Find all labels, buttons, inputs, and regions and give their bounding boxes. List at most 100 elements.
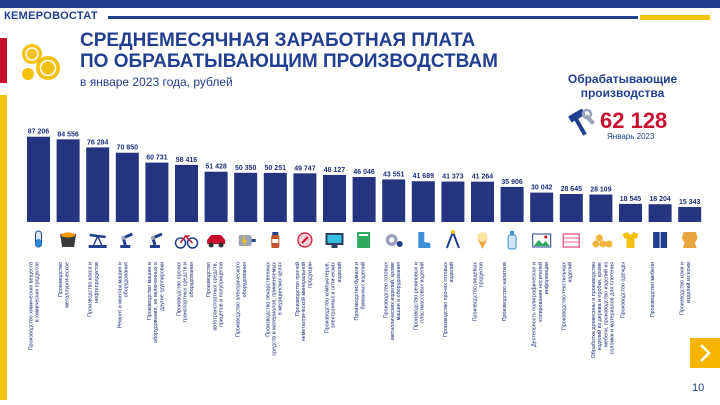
bar (382, 179, 406, 222)
category-label-line: Производство мебели (650, 262, 656, 317)
category-label-line: оборудования (242, 262, 248, 297)
category-label-line: в медицинских целях (278, 262, 284, 315)
category-label-line: металлургическое (64, 262, 70, 308)
category-label-line: изделий (448, 262, 455, 283)
category-label: Производство машин и оборудования, не вкл… (147, 262, 165, 343)
category-label-line: Производство лекарственных (265, 262, 271, 337)
category-label-line: металлических изделий, кроме (389, 262, 396, 340)
category-label: Производство прочих готовых изделий (443, 262, 455, 337)
category-label-line: Производство резиновых и (413, 262, 419, 330)
bar (619, 203, 642, 222)
category-label: Обработка древесины и производство издели… (591, 261, 616, 358)
category-label-line: Ремонт и монтаж машин и (117, 262, 123, 328)
value-label: 51 428 (205, 164, 227, 171)
category-label-line: оборудования (189, 262, 195, 297)
value-label: 50 350 (235, 165, 257, 172)
page-title: СРЕДНЕМЕСЯЧНАЯ ЗАРАБОТНАЯ ПЛАТА ПО ОБРАБ… (80, 30, 540, 72)
category-label-line: Производство (206, 262, 212, 297)
kpi-label-line-1: Обрабатывающие (567, 72, 678, 86)
steel-ladle-icon (60, 232, 77, 247)
value-label: 41 264 (472, 174, 494, 181)
hammer-wrench-icon (568, 108, 595, 136)
mineral-product-icon (297, 232, 313, 248)
category-label-line: Производство электрического (236, 262, 242, 337)
bar (352, 176, 376, 222)
category-label: Производство кожи и изделий из кожи (680, 262, 692, 315)
value-label: 60 731 (146, 155, 168, 162)
category-label: Производство пищевых продуктов (473, 262, 485, 322)
category-label-line: Производство бумаги и (354, 262, 360, 320)
title-line-2: ПО ОБРАБАТЫВАЮЩИМ ПРОИЗВОДСТВАМ (80, 51, 498, 72)
ice-cream-icon (477, 232, 488, 249)
brand-accent (640, 15, 710, 20)
wood-logs-icon (592, 234, 613, 248)
bar (559, 193, 583, 222)
value-label: 28 645 (561, 186, 583, 193)
category-label-line: Производство прочей (294, 262, 301, 316)
category-label: Производство прочих транспортных средств … (177, 262, 195, 323)
category-label: Производство готовых металлических издели… (384, 262, 402, 340)
category-label: Производство текстильных изделий (561, 262, 573, 330)
category-label: Производство прочей неметаллической минер… (294, 262, 313, 341)
category-label-line: Производство кокса и (88, 262, 94, 317)
bar (530, 192, 554, 222)
category-label-line: изделий из кожи (685, 262, 692, 303)
category-label: Производство одежды (621, 262, 627, 318)
page-number: 10 (692, 382, 705, 394)
category-label-line: электронных и оптических (331, 262, 337, 328)
value-label: 58 416 (176, 157, 198, 164)
category-label-line: Производство кожи и (680, 262, 686, 315)
category-label: Производство металлургическое (58, 262, 70, 308)
brand-divider (108, 16, 638, 19)
page-subtitle: в январе 2023 года, рублей (80, 75, 233, 89)
category-label-line: изделий из дерева и пробки, кроме (596, 262, 603, 350)
bar (27, 136, 50, 222)
car-icon (207, 235, 226, 248)
value-label: 18 545 (620, 196, 642, 203)
chevron-right-icon (700, 344, 711, 362)
value-label: 50 251 (265, 165, 287, 172)
bar (86, 147, 110, 222)
category-label: Производство лекарственных средств и мате… (265, 262, 283, 356)
value-label: 49 747 (294, 165, 316, 172)
category-label-line: Производство прочих готовых (443, 262, 449, 337)
category-label: Производство электрического оборудования (236, 262, 248, 337)
bar (411, 181, 435, 222)
kpi-value: 62 128 (600, 108, 668, 133)
bar (234, 172, 258, 222)
category-label-line: информации (544, 262, 550, 294)
category-label-line: другие группировки (159, 262, 165, 311)
next-slide-button[interactable] (690, 338, 720, 368)
category-label-line: средств и материалов, применяемых (272, 262, 278, 356)
textile-icon (562, 233, 581, 248)
category-label: Производство резиновых и пластмассовых из… (413, 262, 425, 330)
robot-arm-icon (149, 232, 163, 248)
value-label: 46 046 (353, 169, 375, 176)
category-label-line: изделий (567, 262, 574, 283)
oil-pump-icon (88, 233, 107, 248)
bar (293, 173, 317, 222)
paper-book-icon (357, 232, 371, 248)
title-line-1: СРЕДНЕМЕСЯЧНАЯ ЗАРАБОТНАЯ ПЛАТА (80, 30, 476, 51)
kpi-label: Обрабатывающие производства (555, 72, 690, 100)
category-label-line: оборудования (124, 262, 130, 297)
brand-name: КЕМЕРОВОСТАТ (4, 10, 98, 22)
category-label-line: оборудования, не включенных в (153, 262, 159, 343)
bar (500, 186, 524, 222)
category-label: Производство химических веществ и химичес… (29, 262, 41, 350)
value-label: 18 204 (649, 196, 671, 203)
value-label: 41 373 (442, 174, 464, 181)
category-label-line: автотранспортных средств, (212, 262, 218, 331)
bar (441, 181, 465, 222)
category-label: Производство напитков (502, 262, 508, 321)
category-label-line: Производство пищевых (473, 262, 479, 322)
value-label: 35 906 (501, 179, 523, 186)
clothing-icon (622, 232, 639, 248)
rubber-boot-icon (418, 232, 431, 248)
category-label: Производство мебели (650, 262, 656, 317)
printed-picture-icon (532, 233, 552, 248)
category-label: Производство компьютеров, электронных и о… (325, 262, 343, 334)
value-label: 70 850 (117, 145, 139, 152)
category-label-line: бумажных изделий (359, 262, 366, 309)
